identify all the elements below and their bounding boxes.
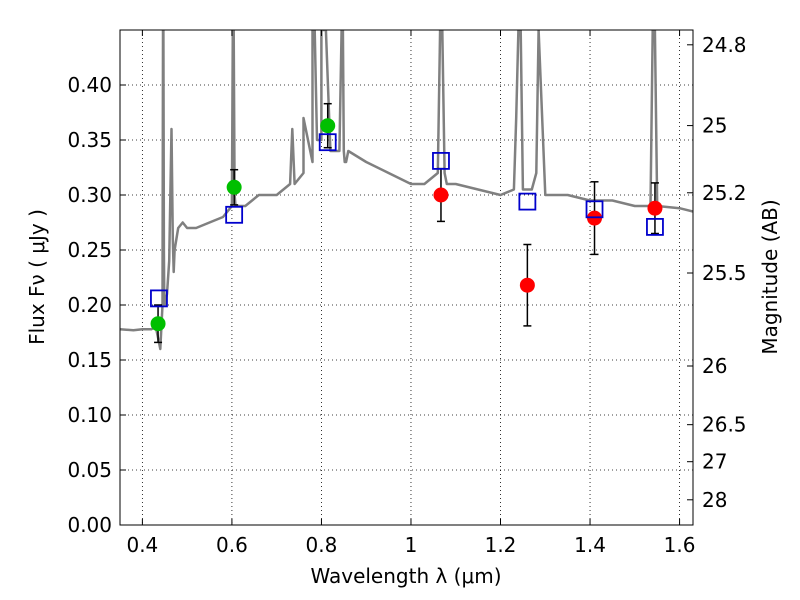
grid — [120, 30, 693, 526]
model-flux-point — [646, 217, 664, 236]
y-tick-label: 0.25 — [67, 238, 112, 262]
data-point — [433, 187, 449, 203]
data-points-layer — [150, 102, 664, 344]
y-tick-label: 0.20 — [67, 293, 112, 317]
plot-frame — [119, 29, 694, 526]
x-tick-label: 1.6 — [664, 533, 696, 557]
right-tick-label: 25.5 — [702, 261, 747, 285]
x-tick-label: 0.8 — [306, 533, 338, 557]
x-axis-title: Wavelength λ (μm) — [310, 564, 501, 588]
y-tick-label: 0.15 — [67, 348, 112, 372]
right-tick-label: 28 — [702, 488, 727, 512]
plot-area — [120, 30, 693, 525]
x-tick-label: 0.6 — [216, 533, 248, 557]
y-tick-label: 0.35 — [67, 128, 112, 152]
right-tick-label: 26.5 — [702, 413, 747, 437]
right-tick-label: 24.8 — [702, 33, 747, 57]
model-flux-point — [150, 289, 168, 308]
x-tick-label: 1 — [405, 533, 418, 557]
y-tick-label: 0.10 — [67, 403, 112, 427]
y-tick-label: 0.05 — [67, 458, 112, 482]
right-tick-label: 25 — [702, 114, 727, 138]
data-point — [647, 200, 663, 216]
model-flux-point — [432, 151, 450, 170]
model-flux-point — [225, 205, 244, 224]
x-tick-label: 1.2 — [485, 533, 517, 557]
model-flux-point — [585, 200, 604, 219]
axis-ticks: 0.4 0.6 0.8 1 1.2 1.4 1.6 0.00 0.05 0.10 0.15 0.20 0… — [67, 30, 747, 557]
right-axis-title: Magnitude (AB) — [758, 199, 782, 354]
model-flux-point — [318, 133, 337, 152]
y-axis-title: Flux Fν ( μJy ) — [25, 209, 49, 345]
model-flux-point — [518, 192, 537, 211]
data-point — [150, 316, 166, 332]
data-point — [226, 179, 242, 195]
y-tick-label: 0.30 — [67, 183, 112, 207]
right-tick-label: 25.2 — [702, 181, 747, 205]
right-tick-label: 26 — [702, 354, 727, 378]
x-tick-label: 1.4 — [574, 533, 606, 557]
y-tick-label: 0.00 — [67, 513, 112, 537]
right-tick-label: 27 — [702, 450, 727, 474]
x-tick-label: 0.4 — [126, 533, 158, 557]
data-point — [320, 118, 336, 134]
data-point — [519, 277, 535, 293]
y-tick-label: 0.40 — [67, 73, 112, 97]
